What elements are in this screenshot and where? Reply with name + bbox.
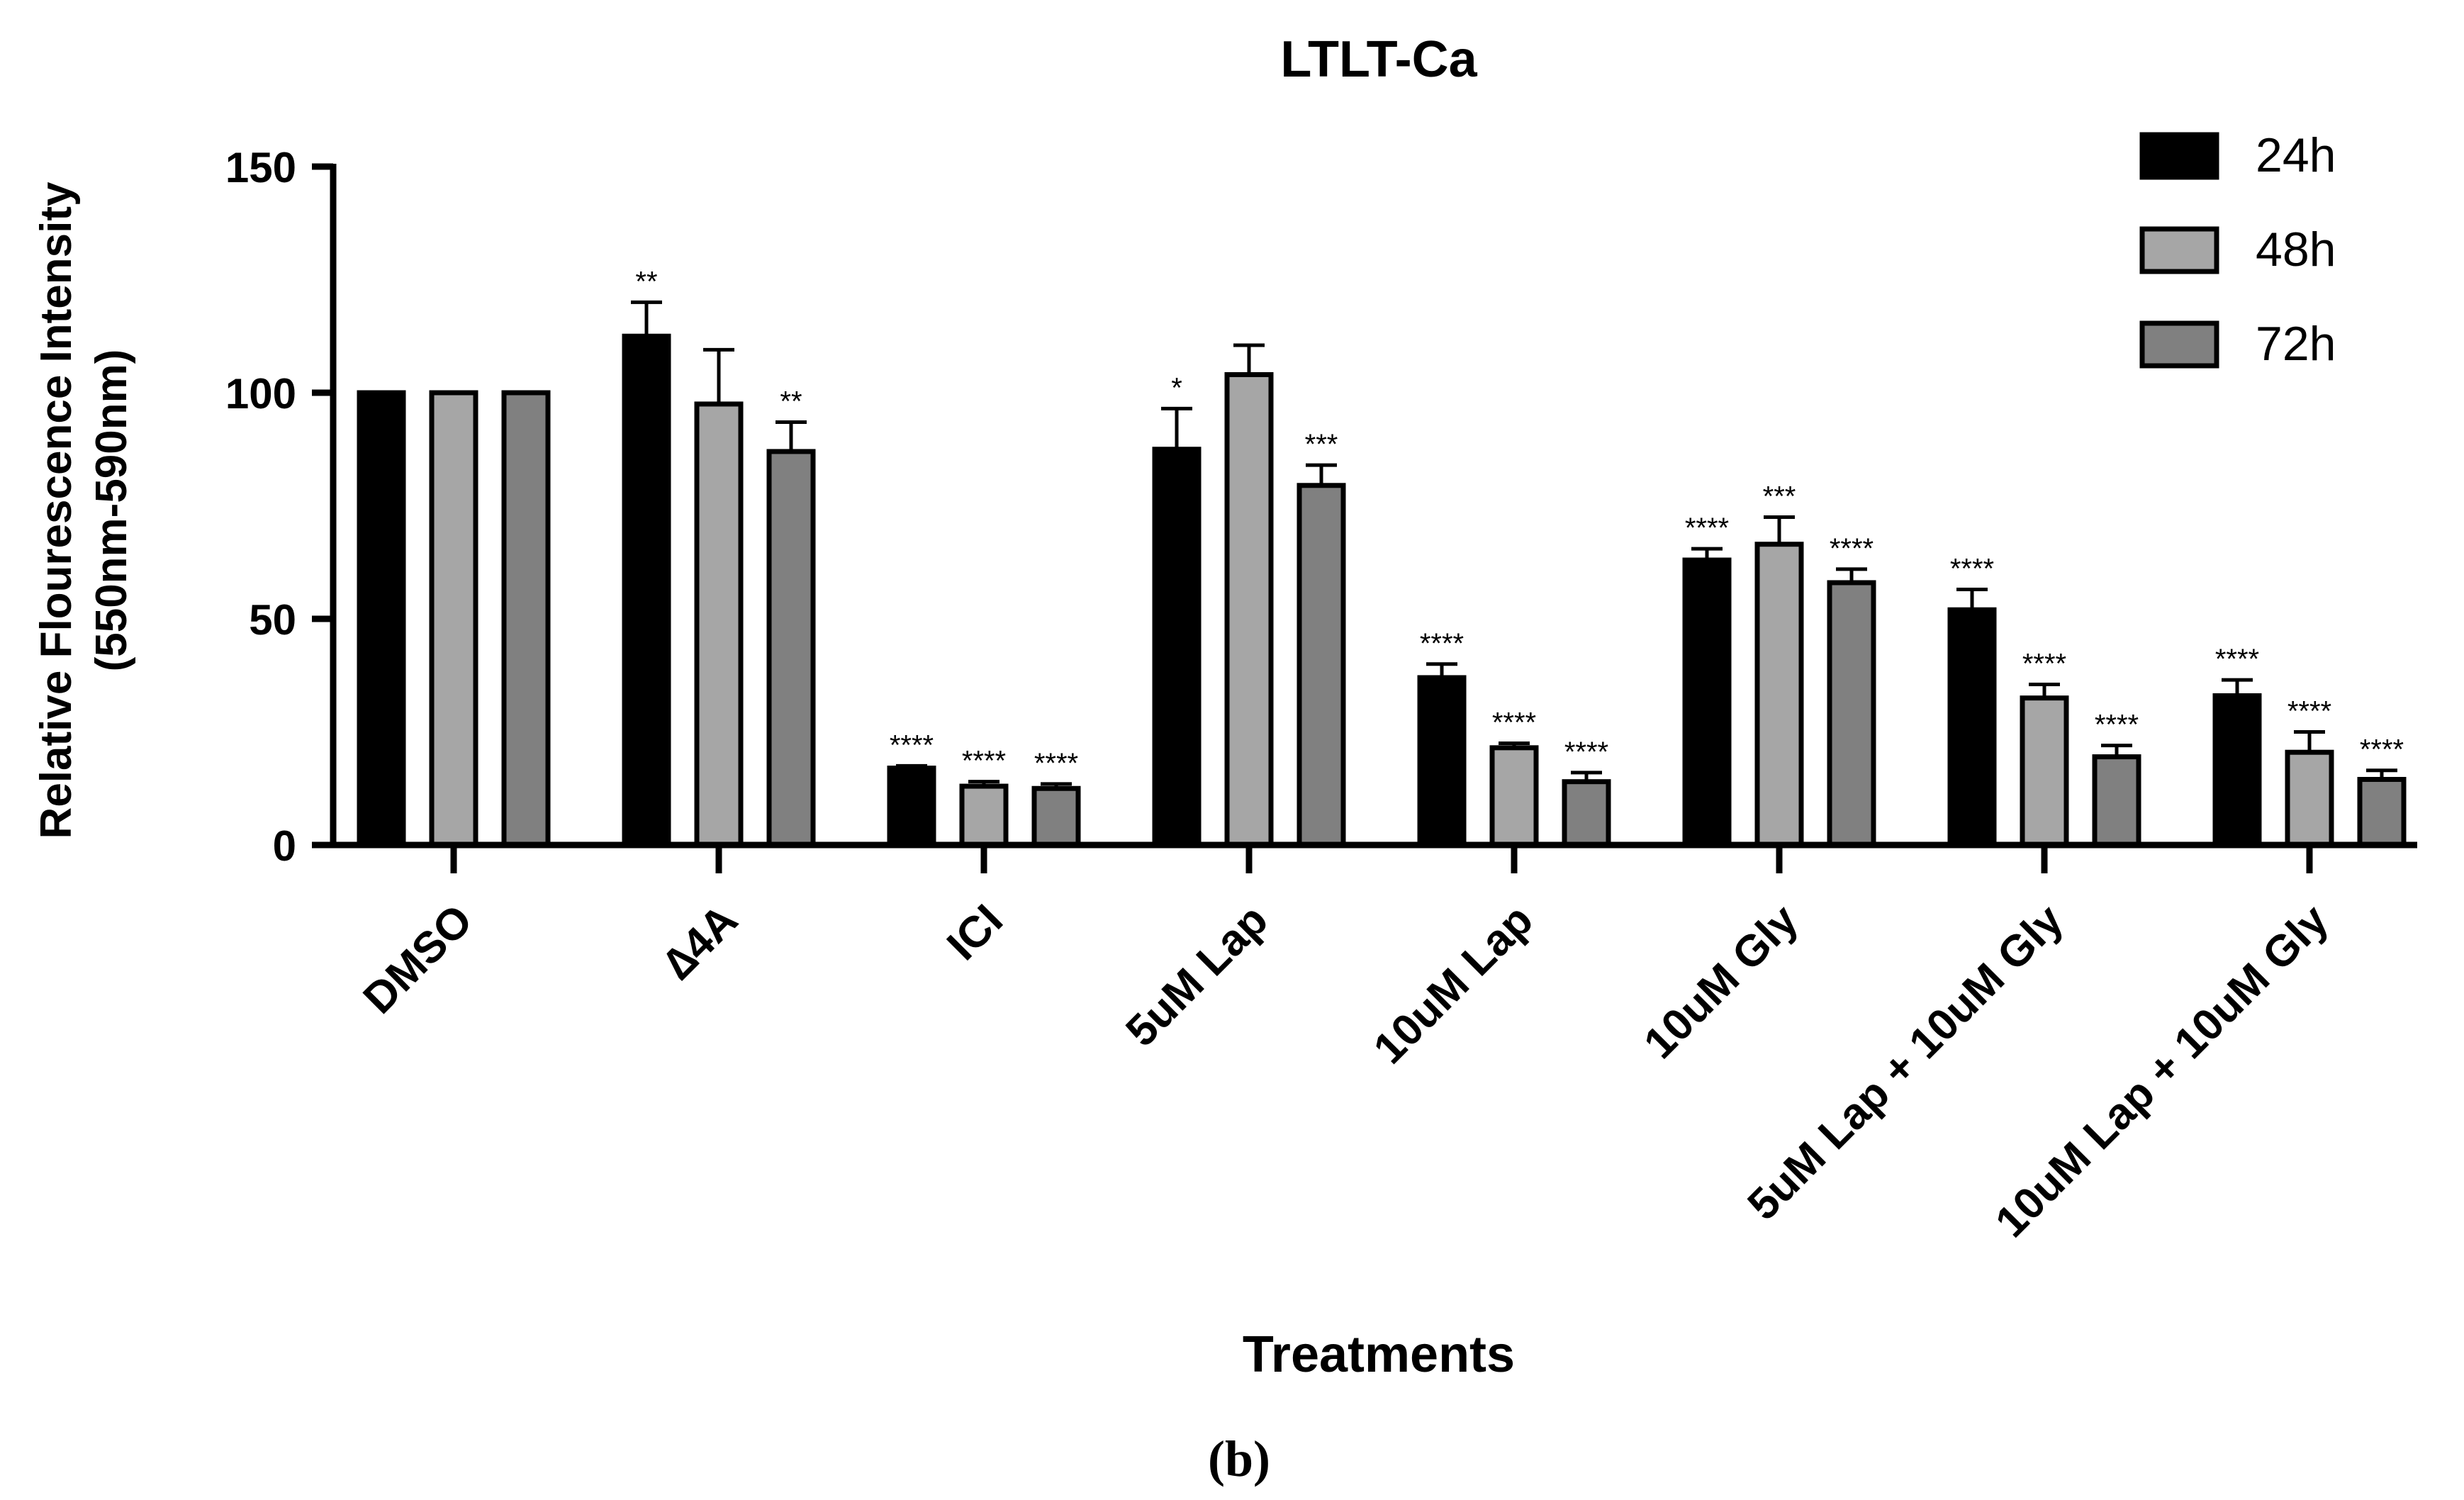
y-axis-label: Relative Flourescence Intensity (550nm-5…	[32, 181, 136, 839]
chart-title: LTLT-Ca	[1280, 31, 1477, 88]
bar-24h-6	[1947, 607, 1997, 848]
bar-48h-0	[429, 390, 478, 848]
x-tick-label: ∆4A	[654, 895, 747, 989]
plot-area: ************ ****************************…	[357, 266, 2407, 848]
figure-caption: (b)	[1208, 1431, 1270, 1487]
y-axis-label-line1: Relative Flourescence Intensity	[32, 181, 81, 839]
bar-72h-4	[1562, 779, 1611, 848]
significance-label: ***	[1305, 429, 1338, 460]
significance-label: ****	[1492, 707, 1536, 738]
bar-24h-3	[1152, 447, 1202, 848]
legend-swatch-72h	[2139, 320, 2219, 369]
x-tick-label: 5uM Lap	[1116, 895, 1277, 1056]
y-tick-label: 50	[249, 596, 296, 644]
bar-72h-5	[1827, 580, 1876, 848]
significance-label: *	[1171, 372, 1182, 403]
significance-label: ****	[1420, 628, 1464, 659]
significance-label: ****	[2022, 649, 2066, 680]
significance-label: ***	[1763, 481, 1796, 512]
x-tick-label: ICI	[938, 895, 1012, 970]
x-tick-label: 10uM Gly	[1635, 895, 1808, 1068]
significance-label: ****	[962, 746, 1006, 777]
bar-48h-2	[959, 783, 1009, 848]
bar-24h-0	[357, 390, 406, 848]
significance-label: ****	[2215, 644, 2259, 675]
bar-72h-1	[766, 449, 816, 848]
significance-label: ****	[1685, 513, 1729, 544]
bar-24h-4	[1417, 675, 1467, 848]
bar-72h-2	[1031, 785, 1081, 848]
significance-label: ****	[2360, 734, 2404, 766]
significance-label: ****	[1830, 533, 1874, 564]
x-axis-label: Treatments	[1243, 1326, 1515, 1383]
bar-48h-1	[694, 401, 744, 848]
y-tick-label: 100	[225, 370, 296, 418]
y-tick-label: 0	[273, 822, 296, 870]
significance-label: ****	[1564, 737, 1608, 768]
bar-72h-3	[1297, 483, 1346, 848]
bar-48h-5	[1754, 542, 1804, 848]
legend-label: 24h	[2256, 128, 2336, 182]
x-tick-label: 10uM Lap	[1365, 895, 1542, 1073]
bar-24h-2	[887, 766, 936, 848]
legend-swatch-48h	[2139, 226, 2219, 274]
bar-48h-4	[1489, 745, 1539, 848]
y-axis-label-line2: (550nm-590nm)	[87, 349, 136, 672]
y-tick-label: 150	[225, 144, 296, 191]
significance-label: ****	[1950, 554, 1994, 585]
legend-swatch-24h	[2139, 132, 2219, 180]
significance-label: ****	[2095, 710, 2139, 741]
bar-72h-0	[501, 390, 551, 848]
significance-label: ****	[890, 729, 934, 761]
bar-48h-6	[2020, 695, 2069, 848]
bar-48h-7	[2285, 749, 2334, 848]
bar-24h-1	[622, 333, 671, 848]
legend-label: 72h	[2256, 317, 2336, 371]
bar-72h-6	[2092, 754, 2141, 848]
bar-24h-5	[1682, 557, 1732, 848]
bar-48h-3	[1224, 371, 1274, 848]
significance-label: ****	[1034, 748, 1078, 779]
legend-label: 48h	[2256, 223, 2336, 276]
x-tick-label: DMSO	[354, 895, 482, 1023]
significance-label: **	[780, 386, 802, 417]
bar-24h-7	[2212, 693, 2262, 848]
bar-72h-7	[2357, 776, 2407, 848]
significance-label: **	[635, 266, 657, 297]
significance-label: ****	[2287, 696, 2331, 727]
